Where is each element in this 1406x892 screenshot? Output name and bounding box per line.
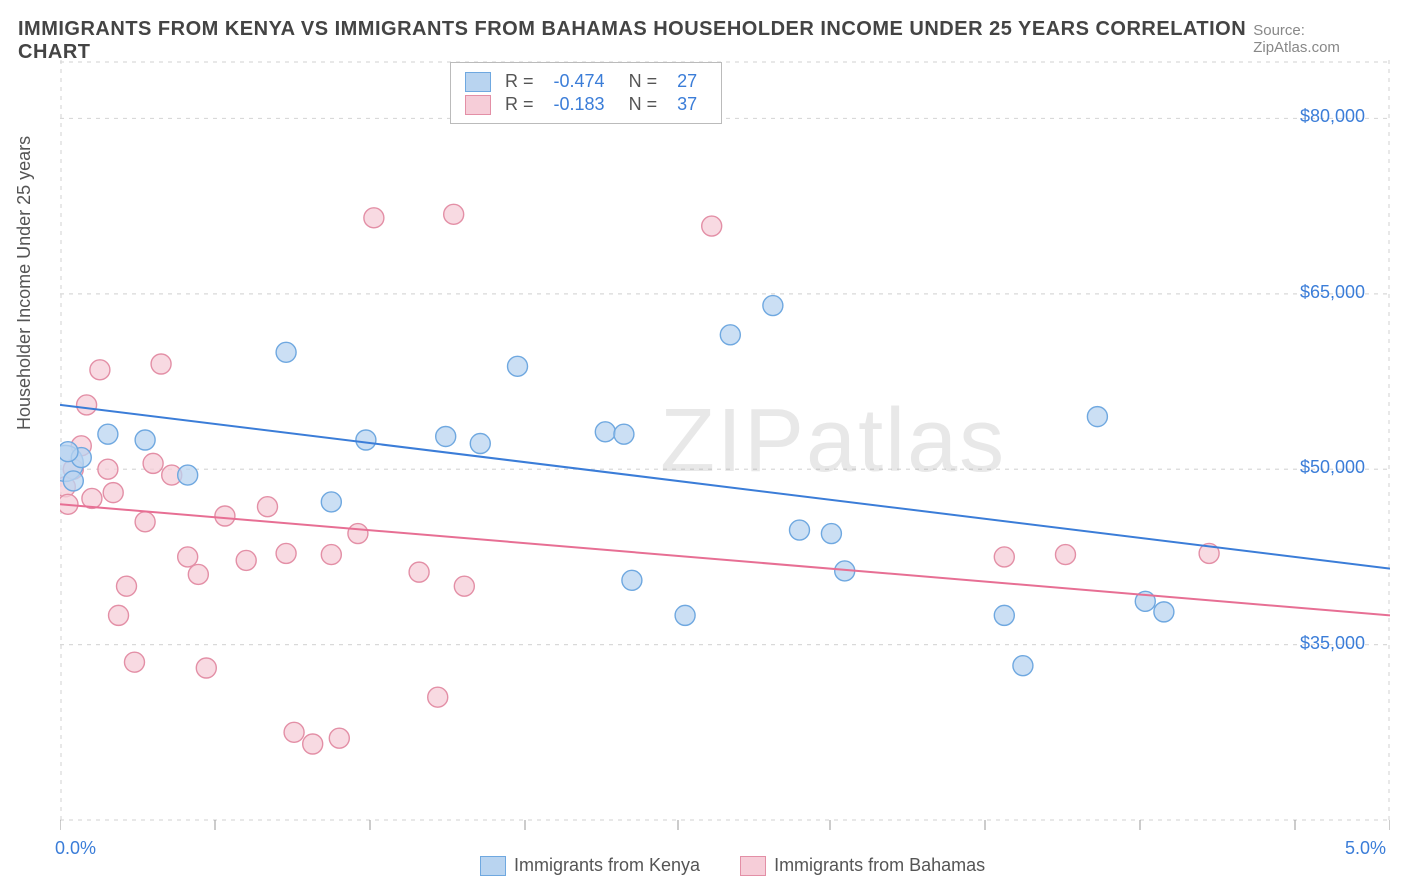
chart-title: IMMIGRANTS FROM KENYA VS IMMIGRANTS FROM…	[18, 18, 1253, 64]
scatter-plot	[60, 60, 1390, 850]
series-swatch	[465, 95, 491, 115]
stats-row: R = -0.474 N = 27	[465, 71, 707, 92]
y-tick-label: $65,000	[1300, 282, 1365, 303]
y-tick-label: $80,000	[1300, 106, 1365, 127]
x-tick-label: 0.0%	[55, 838, 96, 859]
source-site: ZipAtlas.com	[1253, 39, 1340, 56]
legend-label: Immigrants from Bahamas	[774, 855, 985, 876]
n-value: 27	[677, 71, 697, 92]
legend-item: Immigrants from Kenya	[480, 855, 700, 876]
legend-label: Immigrants from Kenya	[514, 855, 700, 876]
source-attribution: Source: ZipAtlas.com	[1253, 22, 1388, 56]
chart-canvas	[60, 60, 1390, 850]
n-label: N =	[629, 71, 658, 92]
y-tick-label: $35,000	[1300, 633, 1365, 654]
r-value: -0.474	[554, 71, 605, 92]
legend-item: Immigrants from Bahamas	[740, 855, 985, 876]
y-tick-label: $50,000	[1300, 457, 1365, 478]
y-axis-label: Householder Income Under 25 years	[14, 136, 35, 430]
stats-row: R = -0.183 N = 37	[465, 94, 707, 115]
correlation-stats-box: R = -0.474 N = 27 R = -0.183 N = 37	[450, 62, 722, 124]
r-value: -0.183	[554, 94, 605, 115]
legend-swatch	[480, 856, 506, 876]
series-swatch	[465, 72, 491, 92]
source-label: Source:	[1253, 22, 1305, 39]
r-label: R =	[505, 71, 534, 92]
x-tick-label: 5.0%	[1345, 838, 1386, 859]
n-label: N =	[629, 94, 658, 115]
series-legend: Immigrants from Kenya Immigrants from Bah…	[480, 855, 985, 876]
n-value: 37	[677, 94, 697, 115]
r-label: R =	[505, 94, 534, 115]
legend-swatch	[740, 856, 766, 876]
